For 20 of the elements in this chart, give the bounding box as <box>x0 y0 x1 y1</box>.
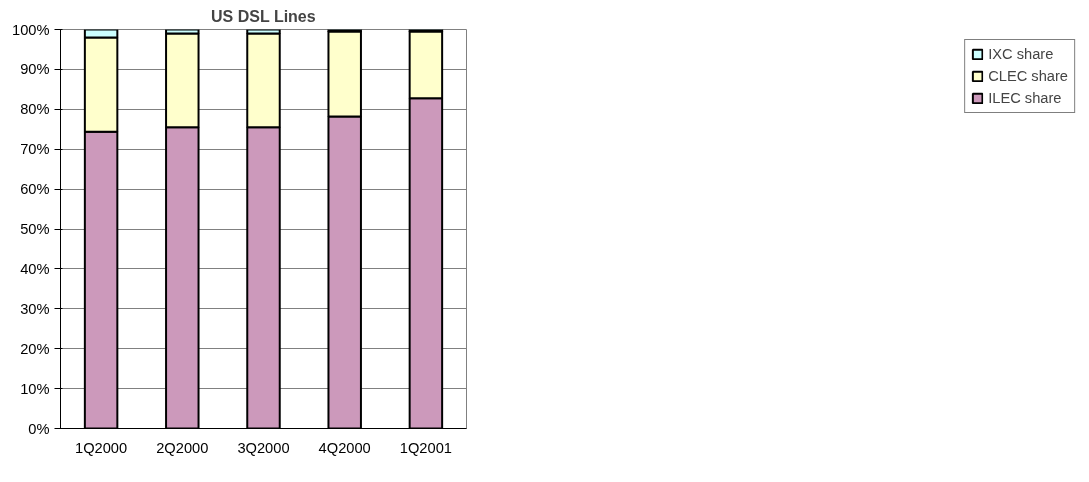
y-tick-label: 100% <box>12 21 50 38</box>
legend-label: ILEC share <box>988 90 1062 106</box>
x-tick-label: 1Q2001 <box>399 439 452 456</box>
y-tick-label: 50% <box>20 221 50 237</box>
chart-title: US DSL Lines <box>211 7 316 25</box>
x-tick-label: 2Q2000 <box>156 439 209 456</box>
y-tick-label: 40% <box>20 260 50 277</box>
legend-label: CLEC share <box>988 68 1068 84</box>
y-tick-label: 70% <box>20 141 50 158</box>
y-tick-label: 60% <box>20 181 50 198</box>
y-tick-label: 80% <box>20 101 50 118</box>
x-tick-label: 1Q2000 <box>75 439 128 456</box>
y-tick-label: 30% <box>20 300 50 317</box>
y-tick-label: 0% <box>28 420 50 437</box>
y-tick-label: 10% <box>20 380 50 397</box>
y-tick-label: 90% <box>20 61 50 78</box>
y-tick-label: 20% <box>20 340 50 357</box>
x-tick-label: 4Q2000 <box>318 439 371 456</box>
x-tick-label: 3Q2000 <box>237 439 290 456</box>
legend-label: IXC share <box>988 46 1054 62</box>
